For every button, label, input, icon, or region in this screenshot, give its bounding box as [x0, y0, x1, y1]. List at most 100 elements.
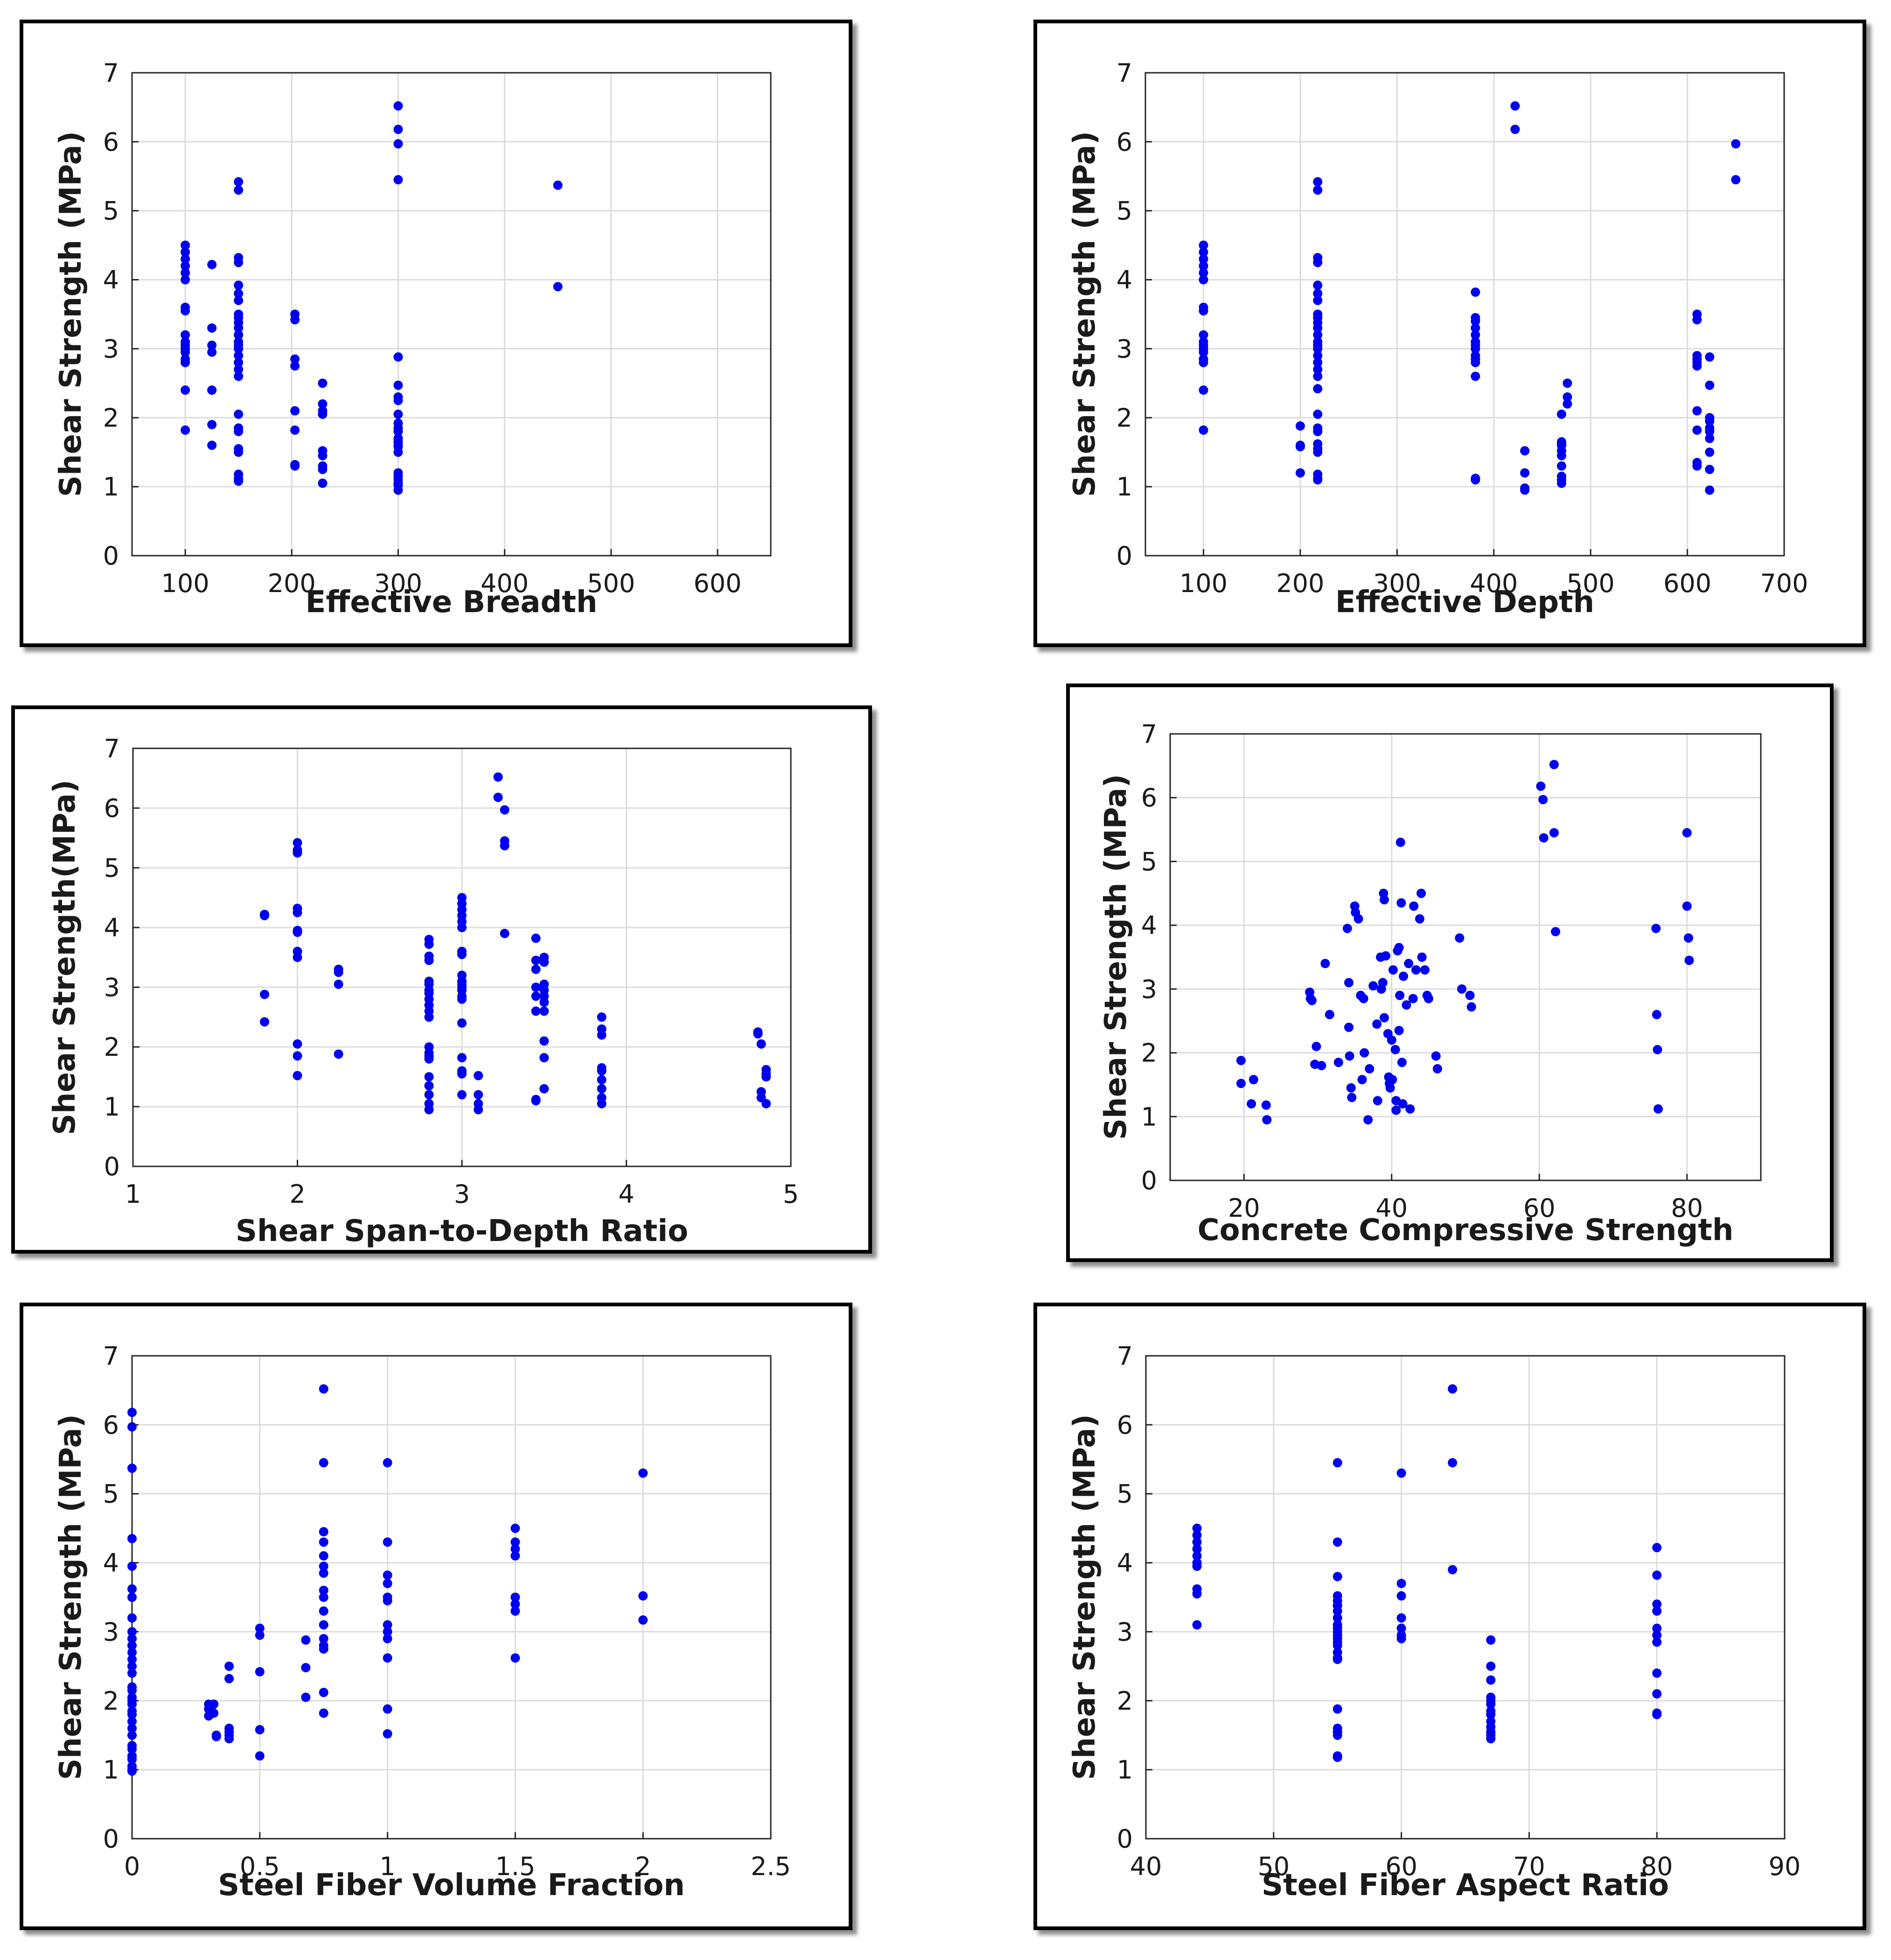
y-tick-label: 4	[103, 265, 119, 295]
data-point	[1199, 347, 1208, 357]
x-axis-label: Concrete Compressive Strength	[1198, 1213, 1734, 1248]
data-point	[1471, 344, 1480, 354]
data-point	[531, 934, 541, 943]
data-point	[493, 772, 503, 782]
data-point	[393, 485, 403, 495]
data-point	[255, 1630, 265, 1640]
data-point	[1448, 1384, 1458, 1394]
data-point	[234, 364, 244, 374]
data-point	[293, 838, 302, 848]
data-point	[224, 1674, 234, 1683]
x-axis-label: Steel Fiber Aspect Ratio	[1262, 1868, 1669, 1903]
data-point	[1652, 1570, 1662, 1580]
y-tick-label: 2	[1141, 1039, 1157, 1068]
data-point	[127, 1534, 137, 1543]
data-point	[1317, 1060, 1326, 1070]
data-point	[1471, 358, 1480, 367]
data-point	[1471, 475, 1480, 485]
x-tick-label: 2	[635, 1852, 651, 1881]
plot-area	[1145, 73, 1784, 556]
x-tick-label: 40	[1375, 1193, 1408, 1223]
data-point	[1486, 1661, 1496, 1671]
data-point	[393, 101, 403, 111]
data-point	[318, 378, 328, 388]
data-point	[1333, 1730, 1342, 1740]
plot-area	[132, 1356, 771, 1839]
data-point	[1652, 1606, 1662, 1616]
data-point	[1313, 295, 1323, 305]
data-point	[457, 923, 467, 932]
y-tick-label: 6	[1117, 1410, 1133, 1440]
data-point	[1373, 1096, 1382, 1106]
data-point	[234, 258, 244, 267]
data-point	[500, 928, 509, 938]
data-point	[1448, 1458, 1458, 1468]
y-tick-label: 2	[1117, 1686, 1133, 1716]
data-point	[127, 1584, 137, 1594]
data-point	[301, 1635, 311, 1645]
x-tick-label: 20	[1228, 1193, 1260, 1223]
data-point	[234, 447, 244, 457]
data-point	[127, 1716, 137, 1726]
y-tick-label: 7	[103, 58, 119, 88]
y-tick-label: 7	[103, 1341, 119, 1371]
data-point	[1313, 364, 1323, 374]
data-point	[1652, 1709, 1662, 1719]
data-point	[1199, 254, 1208, 264]
data-point	[474, 1071, 483, 1081]
data-point	[539, 1084, 549, 1094]
data-point	[1692, 358, 1702, 367]
data-point	[319, 1568, 328, 1578]
y-tick-label: 6	[103, 1410, 119, 1440]
data-point	[1359, 994, 1368, 1004]
data-point	[1396, 898, 1406, 908]
data-point	[597, 1075, 607, 1085]
y-tick-label: 0	[1116, 541, 1132, 571]
data-point	[1388, 965, 1398, 975]
data-point	[1652, 1637, 1662, 1647]
y-tick-label: 0	[104, 1152, 120, 1181]
x-tick-label: 100	[1179, 569, 1228, 598]
data-point	[1682, 901, 1692, 911]
x-tick-label: 1	[125, 1179, 141, 1209]
plot-frame	[1145, 1355, 1786, 1840]
data-point	[1313, 447, 1323, 457]
data-point	[127, 1668, 137, 1678]
y-tick-label: 5	[103, 1479, 119, 1509]
data-point	[1705, 380, 1715, 390]
data-point	[457, 1090, 467, 1100]
data-point	[1417, 888, 1426, 898]
data-point	[290, 361, 300, 371]
data-point	[638, 1591, 648, 1601]
x-axis-label: Steel Fiber Volume Fraction	[218, 1868, 685, 1903]
x-tick-label: 3	[454, 1179, 470, 1209]
data-point	[127, 1766, 137, 1776]
data-point	[393, 352, 403, 362]
data-point	[531, 991, 541, 1001]
data-point	[127, 1730, 137, 1740]
data-point	[1652, 1624, 1662, 1633]
data-point	[424, 1012, 434, 1022]
data-point	[260, 911, 269, 921]
data-point	[553, 282, 563, 292]
data-point	[319, 1688, 328, 1697]
data-point	[234, 280, 244, 290]
chart-panel-steel-fiber-volume-fraction: 0 0.5 1 1.5 2 2.5 0 1 2 3 4 5 6 7 Steel Fiber Volume F…	[20, 1303, 852, 1930]
x-axis-label: Effective Depth	[1335, 585, 1594, 620]
data-point	[1396, 1613, 1406, 1623]
data-point	[500, 805, 509, 815]
data-point	[1313, 371, 1323, 381]
data-point	[293, 953, 302, 962]
data-point	[457, 1053, 467, 1063]
data-point	[1423, 994, 1433, 1004]
data-point	[181, 254, 190, 264]
y-tick-label: 3	[103, 1617, 119, 1646]
chart-panel-effective-depth: 100 200 300 400 500 600 700 0 1 2 3 4 5 6 7 Effective D…	[1033, 20, 1866, 647]
data-point	[293, 1039, 302, 1049]
data-point	[207, 323, 217, 333]
data-point	[319, 1585, 328, 1595]
data-point	[1347, 1093, 1357, 1102]
y-tick-label: 6	[103, 127, 119, 157]
data-point	[1471, 316, 1480, 326]
data-point	[209, 1699, 219, 1709]
